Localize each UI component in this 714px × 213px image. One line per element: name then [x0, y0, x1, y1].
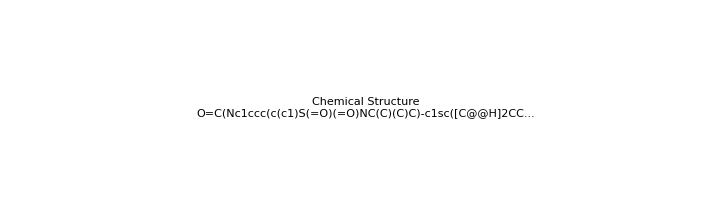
Text: Chemical Structure
O=C(Nc1ccc(c(c1)S(=O)(=O)NC(C)(C)C)-c1sc([C@@H]2CC...: Chemical Structure O=C(Nc1ccc(c(c1)S(=O)…: [196, 97, 536, 118]
